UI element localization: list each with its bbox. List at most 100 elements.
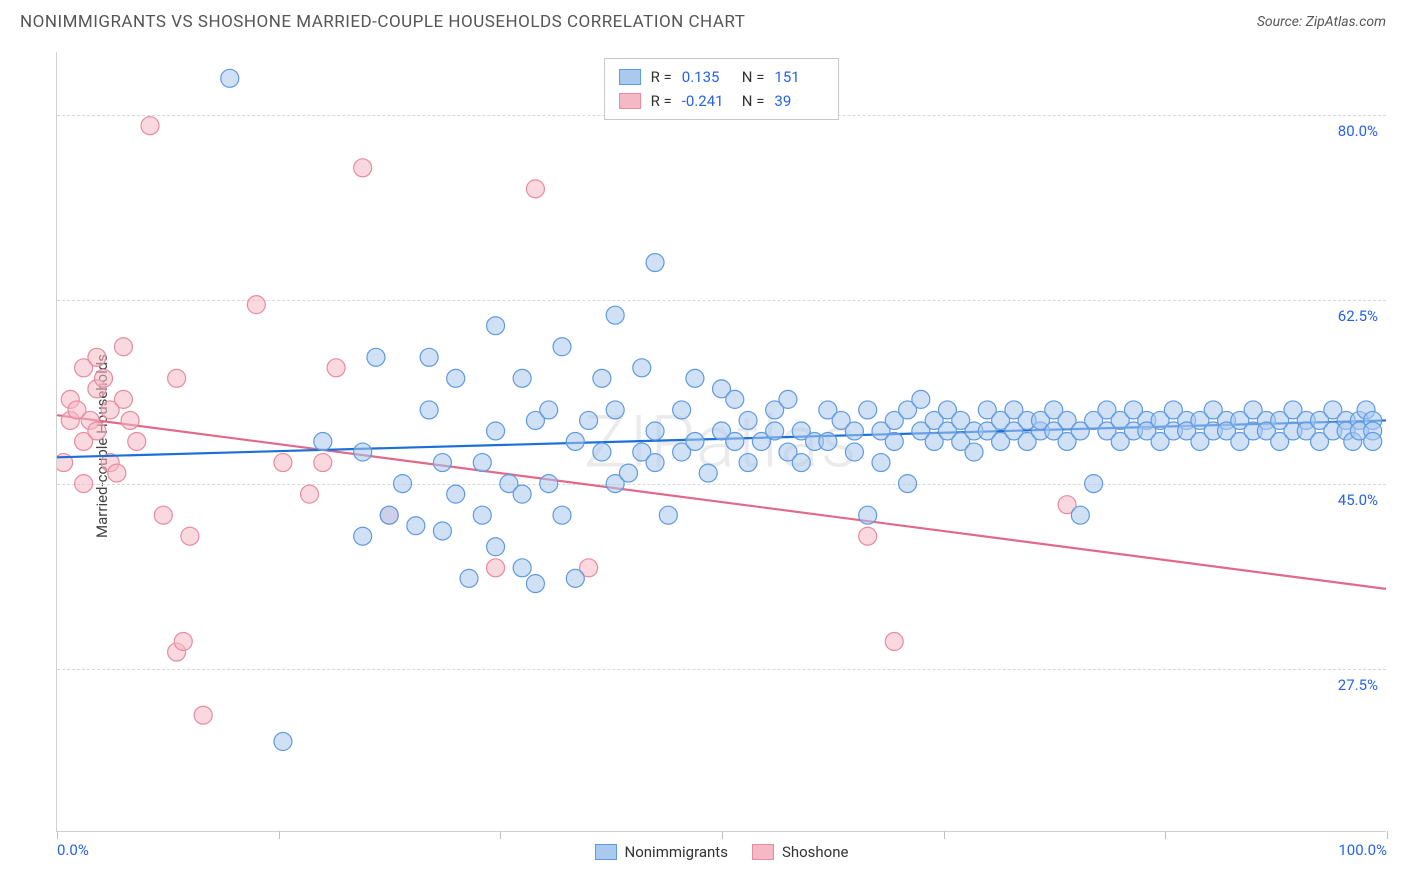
nonimmigrants-point: [646, 254, 664, 272]
r-label: R =: [651, 65, 672, 89]
shoshone-point: [75, 475, 93, 493]
nonimmigrants-point: [487, 317, 505, 335]
nonimmigrants-point: [447, 485, 465, 503]
nonimmigrants-point: [553, 338, 571, 356]
shoshone-point: [168, 369, 186, 387]
nonimmigrants-point: [540, 475, 558, 493]
nonimmigrants-point: [407, 517, 425, 535]
source-label: Source: ZipAtlas.com: [1257, 14, 1386, 30]
chart-title: NONIMMIGRANTS VS SHOSHONE MARRIED-COUPLE…: [20, 12, 745, 32]
x-tick: [279, 831, 280, 839]
stats-swatch: [619, 69, 641, 85]
nonimmigrants-point: [433, 454, 451, 472]
shoshone-point: [885, 633, 903, 651]
shoshone-point: [181, 527, 199, 545]
nonimmigrants-point: [274, 733, 292, 751]
nonimmigrants-point: [513, 369, 531, 387]
nonimmigrants-point: [314, 433, 332, 451]
nonimmigrants-point: [739, 411, 757, 429]
stats-swatch: [619, 93, 641, 109]
nonimmigrants-point: [593, 443, 611, 461]
nonimmigrants-point: [566, 433, 584, 451]
x-tick-label: 100.0%: [1338, 841, 1387, 859]
nonimmigrants-point: [394, 475, 412, 493]
n-value: 151: [774, 65, 824, 89]
x-tick: [722, 831, 723, 839]
legend-label: Nonimmigrants: [625, 843, 728, 861]
nonimmigrants-point: [447, 369, 465, 387]
shoshone-point: [108, 464, 126, 482]
nonimmigrants-point: [420, 348, 438, 366]
nonimmigrants-point: [845, 422, 863, 440]
nonimmigrants-point: [380, 506, 398, 524]
chart-header: NONIMMIGRANTS VS SHOSHONE MARRIED-COUPLE…: [0, 0, 1406, 40]
nonimmigrants-point: [606, 306, 624, 324]
shoshone-point: [114, 390, 132, 408]
nonimmigrants-point: [899, 475, 917, 493]
nonimmigrants-point: [354, 443, 372, 461]
nonimmigrants-point: [686, 369, 704, 387]
nonimmigrants-point: [553, 506, 571, 524]
stats-row: R = -0.241 N = 39: [619, 89, 825, 113]
nonimmigrants-point: [221, 69, 239, 87]
x-tick: [1387, 831, 1388, 839]
nonimmigrants-point: [354, 527, 372, 545]
shoshone-point: [314, 454, 332, 472]
nonimmigrants-point: [420, 401, 438, 419]
nonimmigrants-point: [673, 401, 691, 419]
legend-label: Shoshone: [782, 843, 849, 861]
nonimmigrants-point: [885, 433, 903, 451]
shoshone-point: [354, 159, 372, 177]
legend-swatch: [595, 844, 617, 860]
nonimmigrants-point: [580, 411, 598, 429]
n-label: N =: [742, 65, 765, 89]
nonimmigrants-point: [912, 390, 930, 408]
nonimmigrants-point: [540, 401, 558, 419]
nonimmigrants-point: [473, 454, 491, 472]
shoshone-point: [128, 433, 146, 451]
stats-row: R = 0.135 N = 151: [619, 65, 825, 89]
legend-swatch: [752, 844, 774, 860]
chart-plot-area: ZIPatlas R =0.135N =151R =-0.241N =39 No…: [56, 52, 1386, 832]
nonimmigrants-point: [699, 464, 717, 482]
x-tick: [944, 831, 945, 839]
legend-item: Nonimmigrants: [595, 843, 728, 861]
nonimmigrants-point: [766, 422, 784, 440]
shoshone-trendline: [57, 415, 1386, 589]
shoshone-point: [114, 338, 132, 356]
shoshone-point: [274, 454, 292, 472]
nonimmigrants-point: [739, 454, 757, 472]
shoshone-point: [327, 359, 345, 377]
n-label: N =: [742, 89, 765, 113]
nonimmigrants-point: [646, 422, 664, 440]
scatter-svg: [57, 52, 1386, 831]
nonimmigrants-point: [965, 443, 983, 461]
nonimmigrants-point: [487, 538, 505, 556]
shoshone-point: [121, 411, 139, 429]
r-label: R =: [651, 89, 672, 113]
shoshone-point: [301, 485, 319, 503]
r-value: -0.241: [682, 89, 732, 113]
nonimmigrants-point: [819, 433, 837, 451]
shoshone-point: [154, 506, 172, 524]
nonimmigrants-point: [433, 522, 451, 540]
nonimmigrants-point: [872, 454, 890, 472]
shoshone-point: [174, 633, 192, 651]
x-tick-label: 0.0%: [57, 841, 89, 859]
r-value: 0.135: [682, 65, 732, 89]
shoshone-point: [88, 422, 106, 440]
nonimmigrants-point: [646, 454, 664, 472]
legend-item: Shoshone: [752, 843, 849, 861]
nonimmigrants-point: [473, 506, 491, 524]
x-tick: [500, 831, 501, 839]
nonimmigrants-point: [526, 575, 544, 593]
nonimmigrants-point: [1071, 506, 1089, 524]
nonimmigrants-point: [659, 506, 677, 524]
nonimmigrants-point: [513, 559, 531, 577]
shoshone-point: [141, 117, 159, 135]
shoshone-point: [526, 180, 544, 198]
stats-legend-box: R = 0.135 N = 151 R = -0.241 N = 39: [604, 58, 840, 120]
n-value: 39: [774, 89, 824, 113]
shoshone-point: [95, 369, 113, 387]
nonimmigrants-point: [686, 433, 704, 451]
